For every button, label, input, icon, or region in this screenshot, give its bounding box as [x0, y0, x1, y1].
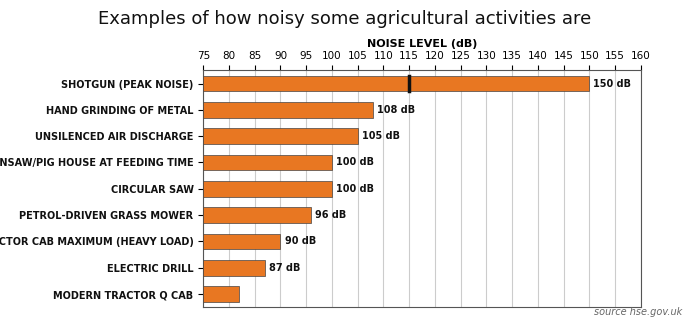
Text: Examples of how noisy some agricultural activities are: Examples of how noisy some agricultural … [98, 10, 591, 28]
Text: 96 dB: 96 dB [316, 210, 347, 220]
Bar [203, 76, 409, 92]
Bar [203, 155, 332, 170]
Bar [203, 286, 239, 302]
Text: 150 dB: 150 dB [593, 78, 631, 89]
Bar [203, 128, 358, 144]
Text: 100 dB: 100 dB [336, 157, 374, 167]
Text: 100 dB: 100 dB [336, 184, 374, 194]
Text: 87 dB: 87 dB [269, 263, 300, 273]
Bar [203, 102, 373, 118]
X-axis label: NOISE LEVEL (dB): NOISE LEVEL (dB) [367, 38, 477, 49]
Bar [203, 260, 265, 276]
Text: source hse.gov.uk: source hse.gov.uk [594, 307, 682, 317]
Bar [203, 181, 332, 197]
Bar [203, 234, 280, 249]
Text: 108 dB: 108 dB [378, 105, 415, 115]
Bar [203, 207, 311, 223]
Text: 90 dB: 90 dB [285, 236, 316, 246]
Text: 105 dB: 105 dB [362, 131, 400, 141]
Bar [409, 76, 589, 92]
